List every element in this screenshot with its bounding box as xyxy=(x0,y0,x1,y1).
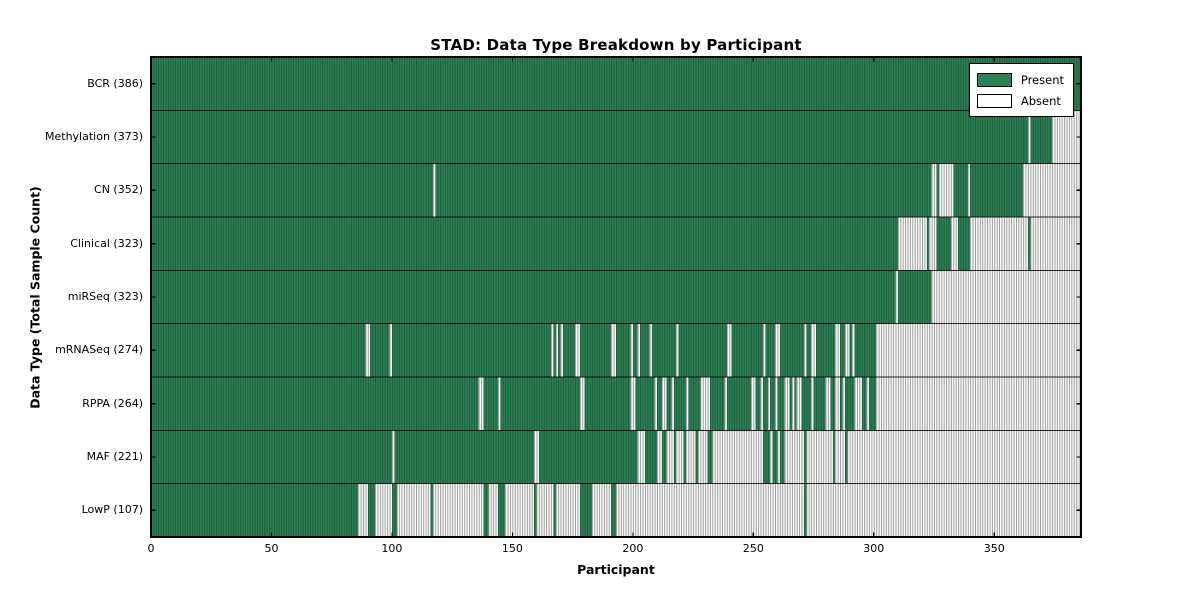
legend-swatch-present-icon xyxy=(976,72,1012,87)
row-Methylation xyxy=(151,110,1081,164)
row-RPPA xyxy=(151,377,1081,431)
x-axis-label: Participant xyxy=(577,562,655,577)
y-tick-label-CN: CN (352) xyxy=(94,183,143,197)
x-axis-tick-labels: 0 50 100 150 200 250 300 350 xyxy=(147,542,1081,558)
y-axis-tick-labels: BCR (386) Methylation (373) CN (352) Clinic… xyxy=(0,57,143,537)
x-tick-label-100: 100 xyxy=(381,542,403,555)
y-tick-label-Methylation: Methylation (373) xyxy=(45,130,143,143)
row-mRNASeq xyxy=(151,323,1081,377)
legend-label-present: Present xyxy=(1020,72,1064,87)
y-tick-label-MAF: MAF (221) xyxy=(86,450,143,463)
legend-label-absent: Absent xyxy=(1020,93,1061,108)
x-tick-label-300: 300 xyxy=(863,542,885,555)
row-MAF xyxy=(151,430,1081,484)
legend-item-present: Present xyxy=(976,69,1064,90)
legend-item-absent: Absent xyxy=(976,90,1064,111)
row-LowP xyxy=(151,483,1081,537)
x-tick-label-150: 150 xyxy=(501,542,523,555)
x-tick-label-250: 250 xyxy=(742,542,764,555)
chart-title: STAD: Data Type Breakdown by Participant xyxy=(430,36,802,54)
x-tick-label-0: 0 xyxy=(147,542,155,555)
presence-matrix xyxy=(150,56,1082,538)
legend: Present Absent xyxy=(968,63,1074,117)
x-tick-label-50: 50 xyxy=(264,542,279,555)
row-BCR xyxy=(151,57,1081,111)
row-CN xyxy=(151,163,1081,217)
plot-area: Present Absent xyxy=(150,56,1082,538)
y-tick-label-BCR: BCR (386) xyxy=(87,76,143,90)
y-tick-label-LowP: LowP (107) xyxy=(81,503,143,517)
y-tick-label-miRSeq: miRSeq (323) xyxy=(67,290,143,303)
row-miRSeq xyxy=(151,270,1081,324)
x-tick-label-200: 200 xyxy=(622,542,644,555)
y-tick-label-mRNASeq: mRNASeq (274) xyxy=(55,343,143,357)
legend-swatch-absent-icon xyxy=(976,93,1012,108)
y-tick-label-RPPA: RPPA (264) xyxy=(82,396,143,410)
x-tick-label-350: 350 xyxy=(983,542,1005,555)
row-Clinical xyxy=(151,217,1081,271)
y-tick-label-Clinical: Clinical (323) xyxy=(70,236,143,250)
